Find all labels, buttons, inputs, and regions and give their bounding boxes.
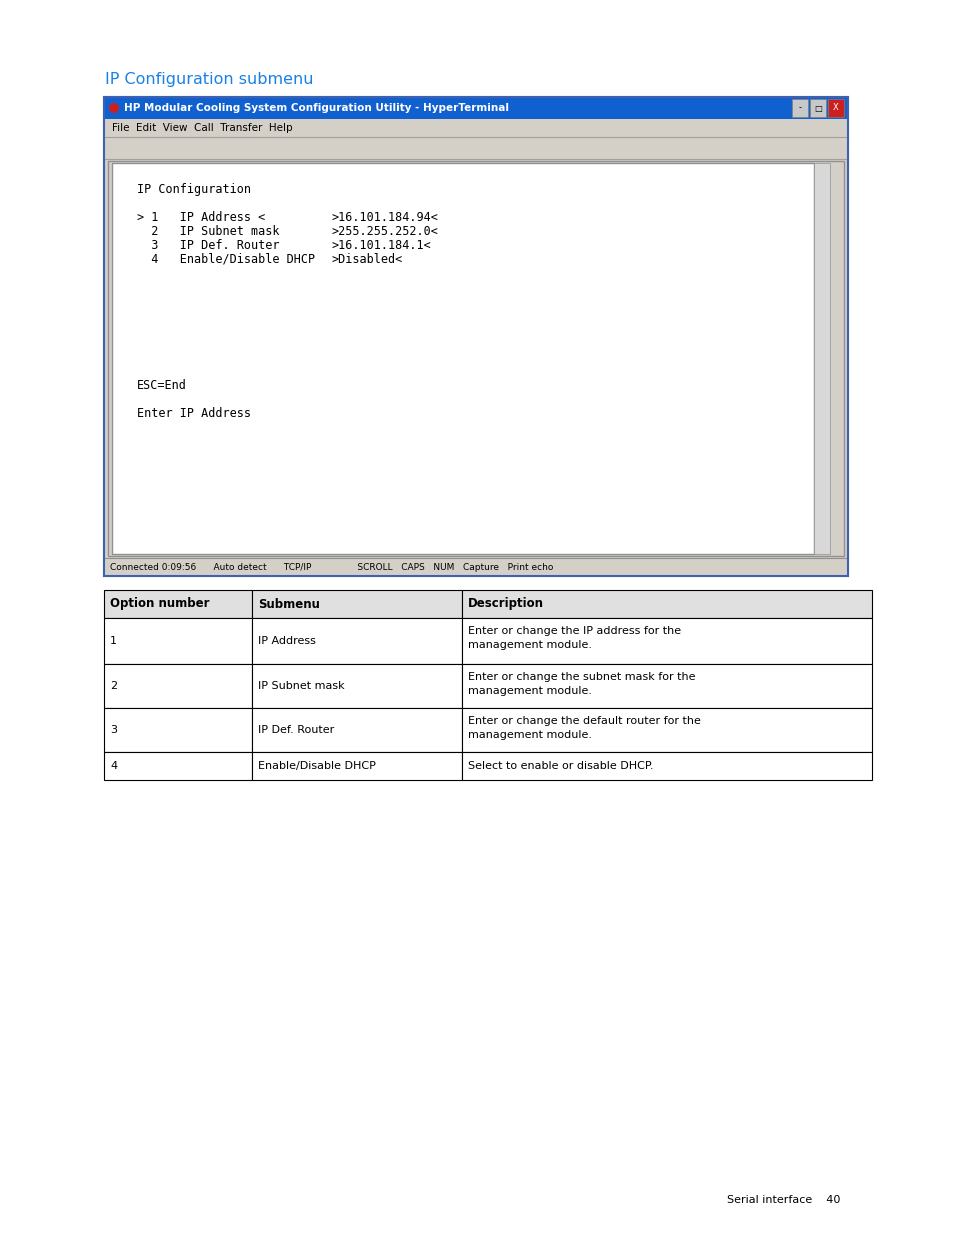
Text: 3: 3 xyxy=(110,725,117,735)
Text: 2   IP Subnet mask: 2 IP Subnet mask xyxy=(137,225,279,238)
Bar xyxy=(104,137,847,159)
Text: 2: 2 xyxy=(110,680,117,692)
Text: 4   Enable/Disable DHCP: 4 Enable/Disable DHCP xyxy=(137,253,314,266)
Bar xyxy=(461,708,871,752)
Bar xyxy=(104,98,847,576)
Bar xyxy=(104,119,847,137)
Text: Connected 0:09:56      Auto detect      TCP/IP                SCROLL   CAPS   NU: Connected 0:09:56 Auto detect TCP/IP SCR… xyxy=(110,562,553,572)
Text: ESC=End: ESC=End xyxy=(137,379,187,391)
Text: HP Modular Cooling System Configuration Utility - HyperTerminal: HP Modular Cooling System Configuration … xyxy=(124,103,509,112)
Text: management module.: management module. xyxy=(468,730,592,740)
Text: >Disabled<: >Disabled< xyxy=(332,253,403,266)
Text: IP Def. Router: IP Def. Router xyxy=(257,725,334,735)
Bar xyxy=(461,752,871,781)
Text: Submenu: Submenu xyxy=(257,598,319,610)
Bar xyxy=(791,99,807,117)
Text: 1: 1 xyxy=(110,636,117,646)
Text: management module.: management module. xyxy=(468,640,592,650)
Bar xyxy=(252,708,461,752)
Text: > 1   IP Address <: > 1 IP Address < xyxy=(137,211,265,224)
Text: >16.101.184.94<: >16.101.184.94< xyxy=(332,211,438,224)
Text: >255.255.252.0<: >255.255.252.0< xyxy=(332,225,438,238)
Text: IP Subnet mask: IP Subnet mask xyxy=(257,680,344,692)
Text: IP Address: IP Address xyxy=(257,636,315,646)
Text: Enable/Disable DHCP: Enable/Disable DHCP xyxy=(257,761,375,771)
Bar xyxy=(112,163,813,555)
Text: IP Configuration submenu: IP Configuration submenu xyxy=(105,72,314,86)
Bar xyxy=(104,558,847,576)
Bar xyxy=(108,161,843,556)
Bar xyxy=(827,99,843,117)
Circle shape xyxy=(109,103,119,112)
Bar xyxy=(104,590,252,618)
Text: Serial interface    40: Serial interface 40 xyxy=(726,1195,840,1205)
Bar xyxy=(252,590,461,618)
Text: 3   IP Def. Router: 3 IP Def. Router xyxy=(137,240,279,252)
Bar xyxy=(104,98,847,576)
Text: management module.: management module. xyxy=(468,685,592,697)
Text: Enter or change the default router for the: Enter or change the default router for t… xyxy=(468,716,700,726)
Bar xyxy=(809,99,825,117)
Text: Description: Description xyxy=(468,598,543,610)
Text: □: □ xyxy=(813,104,821,112)
Text: 4: 4 xyxy=(110,761,117,771)
Bar xyxy=(104,618,252,664)
Bar xyxy=(461,618,871,664)
Bar xyxy=(104,752,252,781)
Bar xyxy=(104,98,847,119)
Bar xyxy=(252,618,461,664)
Text: File  Edit  View  Call  Transfer  Help: File Edit View Call Transfer Help xyxy=(112,124,293,133)
Text: -: - xyxy=(798,104,801,112)
Text: Option number: Option number xyxy=(110,598,210,610)
Bar xyxy=(104,708,252,752)
Text: X: X xyxy=(832,104,838,112)
Text: >16.101.184.1<: >16.101.184.1< xyxy=(332,240,432,252)
Text: Select to enable or disable DHCP.: Select to enable or disable DHCP. xyxy=(468,761,653,771)
Bar xyxy=(813,163,829,555)
Bar xyxy=(461,590,871,618)
Text: Enter or change the IP address for the: Enter or change the IP address for the xyxy=(468,626,680,636)
Bar xyxy=(252,664,461,708)
Bar xyxy=(461,664,871,708)
Bar xyxy=(252,752,461,781)
Text: IP Configuration: IP Configuration xyxy=(137,183,251,196)
Text: Enter IP Address: Enter IP Address xyxy=(137,408,251,420)
Bar xyxy=(104,664,252,708)
Text: Enter or change the subnet mask for the: Enter or change the subnet mask for the xyxy=(468,672,695,682)
